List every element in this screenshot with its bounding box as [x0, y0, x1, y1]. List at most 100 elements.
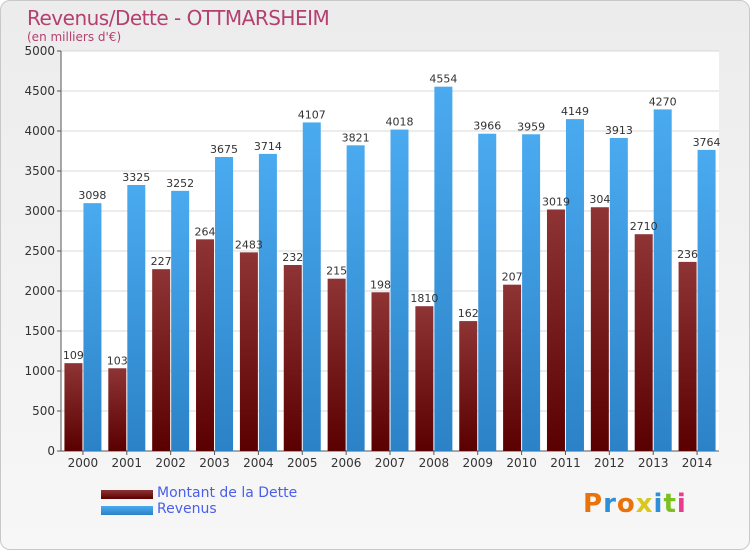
bar-revenus	[258, 153, 277, 451]
x-tick-label: 2007	[375, 456, 406, 470]
data-label-revenus: 3913	[605, 124, 633, 137]
data-label-revenus: 3966	[473, 120, 501, 133]
y-tick-label: 500	[32, 404, 55, 418]
y-tick-label: 4500	[24, 84, 55, 98]
y-tick-label: 3500	[24, 164, 55, 178]
data-label-dette: 162	[458, 307, 479, 320]
data-label-revenus: 4018	[386, 116, 414, 129]
data-label-dette: 264	[195, 225, 216, 238]
logo-letter: i	[653, 489, 664, 519]
data-label-dette: 198	[370, 278, 391, 291]
y-tick-label: 2500	[24, 244, 55, 258]
x-tick-label: 2005	[287, 456, 318, 470]
chart-title: Revenus/Dette - OTTMARSHEIM	[27, 6, 330, 30]
data-label-dette: 236	[677, 248, 698, 261]
data-label-dette: 227	[151, 255, 172, 268]
data-label-revenus: 4107	[298, 108, 326, 121]
data-label-revenus: 4149	[561, 105, 589, 118]
data-label-dette: 207	[502, 271, 523, 284]
bar-revenus	[302, 122, 321, 451]
chart-subtitle: (en milliers d'€)	[27, 30, 122, 44]
data-label-dette: 103	[107, 354, 128, 367]
y-tick-label: 1500	[24, 324, 55, 338]
logo-letter: t	[663, 489, 677, 519]
data-label-revenus: 4554	[429, 73, 457, 86]
bar-dette	[152, 269, 171, 451]
y-tick-label: 3000	[24, 204, 55, 218]
logo-letter: o	[616, 489, 636, 519]
logo-letter: i	[676, 489, 687, 519]
data-label-revenus: 3675	[210, 143, 238, 156]
data-label-dette: 304	[589, 193, 610, 206]
x-tick-label: 2014	[682, 456, 713, 470]
bar-dette	[678, 261, 697, 451]
bar-revenus	[434, 86, 453, 452]
legend-label-revenus: Revenus	[157, 501, 217, 517]
data-label-revenus: 3098	[78, 189, 106, 202]
legend-swatch-dette	[101, 490, 153, 499]
data-label-revenus: 3252	[166, 177, 194, 190]
bar-revenus	[127, 185, 146, 451]
y-tick-label: 4000	[24, 124, 55, 138]
bar-dette	[634, 234, 653, 451]
data-label-revenus: 3764	[693, 136, 721, 149]
logo-letter: r	[603, 489, 617, 519]
bar-revenus	[478, 133, 497, 451]
data-label-revenus: 3714	[254, 140, 282, 153]
bar-dette	[371, 292, 390, 451]
bar-dette	[327, 278, 346, 451]
bar-revenus	[171, 190, 190, 451]
x-tick-label: 2009	[462, 456, 493, 470]
x-tick-label: 2010	[506, 456, 537, 470]
bar-dette	[415, 306, 434, 451]
legend-label-dette: Montant de la Dette	[157, 485, 298, 501]
bar-dette	[64, 363, 83, 451]
y-tick-label: 1000	[24, 364, 55, 378]
bar-revenus	[609, 137, 628, 451]
x-tick-label: 2012	[594, 456, 625, 470]
legend-swatch-revenus	[101, 506, 153, 515]
data-label-dette: 3019	[542, 195, 570, 208]
bar-revenus	[653, 109, 672, 452]
x-tick-label: 2001	[112, 456, 143, 470]
bar-dette	[108, 368, 127, 451]
bar-revenus	[346, 145, 365, 451]
bar-revenus	[522, 134, 541, 451]
bar-dette	[196, 239, 215, 451]
bar-dette	[590, 207, 609, 451]
bar-dette	[459, 321, 478, 451]
x-tick-label: 2011	[550, 456, 581, 470]
data-label-revenus: 3959	[517, 120, 545, 133]
data-label-revenus: 3821	[342, 131, 370, 144]
data-label-dette: 232	[282, 251, 303, 264]
x-tick-label: 2000	[68, 456, 99, 470]
proxiti-logo: Proxiti	[583, 489, 687, 519]
bar-dette	[546, 209, 565, 451]
data-label-dette: 2483	[235, 238, 263, 251]
x-tick-label: 2002	[155, 456, 186, 470]
y-tick-label: 0	[47, 444, 55, 458]
data-label-dette: 2710	[630, 220, 658, 233]
bar-dette	[239, 252, 258, 451]
data-label-dette: 215	[326, 265, 347, 278]
data-label-revenus: 3325	[122, 171, 150, 184]
y-tick-label: 5000	[24, 44, 55, 58]
bar-revenus	[565, 119, 584, 451]
logo-letter: x	[635, 489, 654, 519]
y-tick-label: 2000	[24, 284, 55, 298]
bar-revenus	[215, 157, 234, 451]
bar-revenus	[697, 149, 716, 451]
logo-letter: P	[583, 489, 604, 519]
x-tick-label: 2004	[243, 456, 274, 470]
x-tick-label: 2008	[419, 456, 450, 470]
bar-revenus	[83, 203, 102, 451]
bar-revenus	[390, 129, 409, 451]
x-tick-label: 2006	[331, 456, 362, 470]
data-label-dette: 1810	[410, 292, 438, 305]
bar-dette	[503, 284, 522, 451]
bar-dette	[283, 265, 302, 451]
data-label-revenus: 4270	[649, 95, 677, 108]
data-label-dette: 109	[63, 349, 84, 362]
